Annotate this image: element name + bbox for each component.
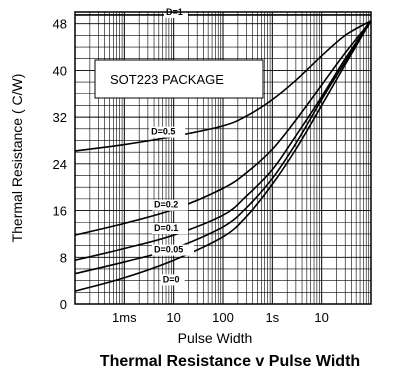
curve-d-0-05 — [74, 20, 372, 275]
curves — [74, 14, 372, 292]
y-tick-label: 24 — [53, 157, 67, 172]
curve-d-0-1 — [74, 20, 372, 261]
x-tick-label: 10 — [314, 310, 328, 325]
curve-label-d-0-05: D=0.05 — [154, 245, 183, 255]
x-tick-label: 100 — [212, 310, 234, 325]
y-tick-label: 16 — [53, 204, 67, 219]
y-axis-label: Thermal Resistance ( C/W) — [9, 74, 25, 243]
curve-label-d-0-2: D=0.2 — [154, 200, 178, 210]
curve-label-bg — [160, 274, 185, 286]
grid — [75, 12, 371, 304]
annotation-sot223-package: SOT223 PACKAGE — [110, 72, 224, 87]
curve-label-bg — [152, 244, 195, 256]
curve-label-d-0-1: D=0.1 — [154, 223, 178, 233]
y-tick-label: 8 — [60, 250, 67, 265]
curve-label-d-0-5: D=0.5 — [151, 127, 175, 137]
y-tick-label: 48 — [53, 17, 67, 32]
x-axis-label: Pulse Width — [178, 330, 253, 346]
y-tick-label: 40 — [53, 63, 67, 78]
curve-d-0-2 — [74, 20, 372, 236]
annotation-box — [94, 59, 264, 99]
curve-label-d-0: D=0 — [163, 274, 180, 284]
x-tick-label: 1s — [265, 310, 279, 325]
x-tick-label: 1ms — [112, 310, 137, 325]
y-tick-label: 0 — [60, 297, 67, 312]
x-tick-labels: 1ms 10 100 1s 10 — [112, 310, 329, 325]
x-tick-label: 10 — [166, 310, 180, 325]
curve-label-bg — [152, 199, 189, 211]
y-tick-label: 32 — [53, 110, 67, 125]
curve-d-0-5 — [74, 20, 372, 152]
curve-d-0 — [74, 20, 372, 292]
plot-frame — [74, 11, 372, 305]
curve-label-bg — [152, 223, 189, 234]
curve-label-bg — [149, 126, 186, 138]
chart-title: Thermal Resistance v Pulse Width — [100, 353, 360, 370]
y-tick-labels: 0 8 16 24 32 40 48 — [53, 17, 67, 312]
